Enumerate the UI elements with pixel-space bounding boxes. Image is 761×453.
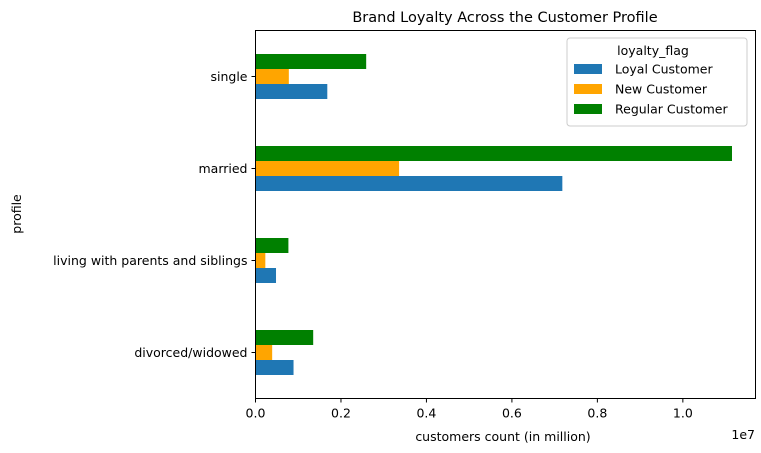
bar-new-customer-married (255, 161, 400, 176)
x-tick-label: 0.0 (246, 406, 266, 421)
legend-swatch-loyal-customer (574, 64, 602, 74)
bar-new-customer-divorced-widowed (255, 345, 273, 360)
x-axis: 0.0 0.2 0.4 0.6 0.8 1.0 (246, 398, 693, 421)
bar-loyal-customer-living-with-parents-and-siblings (255, 268, 277, 283)
y-tick-label: living with parents and siblings (53, 253, 247, 268)
y-tick-label: married (199, 161, 248, 176)
y-axis: divorced/widowed living with parents and … (53, 69, 256, 360)
legend-frame (566, 37, 748, 127)
bar-loyal-customer-single (255, 84, 328, 99)
x-tick-label: 1.0 (673, 406, 693, 421)
legend-label-regular-customer: Regular Customer (615, 102, 728, 117)
legend-swatch-new-customer (574, 84, 602, 94)
y-tick-label: single (210, 69, 247, 84)
plot-frame (255, 30, 756, 399)
x-tick-label: 0.2 (331, 406, 351, 421)
bars-layer (255, 54, 732, 375)
bar-regular-customer-divorced-widowed (255, 330, 314, 345)
y-axis-label: profile (9, 194, 24, 234)
bar-new-customer-single (255, 69, 289, 84)
x-tick-label: 0.6 (502, 406, 522, 421)
bar-new-customer-living-with-parents-and-siblings (255, 253, 266, 268)
x-tick-label: 0.8 (587, 406, 607, 421)
legend: loyalty_flag Loyal Customer New Customer Re… (566, 37, 748, 127)
y-tick-label: divorced/widowed (134, 345, 247, 360)
bar-regular-customer-single (255, 54, 367, 69)
legend-swatch-regular-customer (574, 104, 602, 114)
x-axis-label: customers count (in million) (415, 429, 590, 444)
legend-label-loyal-customer: Loyal Customer (615, 62, 713, 77)
legend-label-new-customer: New Customer (615, 82, 708, 97)
bar-regular-customer-living-with-parents-and-siblings (255, 238, 289, 253)
legend-title: loyalty_flag (617, 43, 689, 58)
bar-loyal-customer-divorced-widowed (255, 360, 294, 375)
x-axis-offset-label: 1e7 (731, 427, 755, 442)
bar-regular-customer-married (255, 146, 732, 161)
bar-loyal-customer-married (255, 176, 563, 191)
chart-title: Brand Loyalty Across the Customer Profil… (352, 10, 657, 26)
x-tick-label: 0.4 (416, 406, 436, 421)
